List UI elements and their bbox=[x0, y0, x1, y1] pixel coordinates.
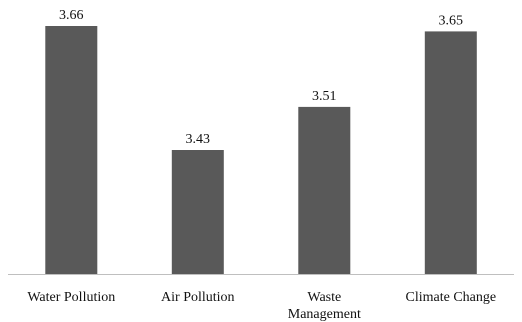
category-label-0: Water Pollution bbox=[27, 290, 115, 305]
value-labels-group: 3.66 3.43 3.51 3.65 bbox=[59, 8, 463, 147]
category-label-line: Air Pollution bbox=[161, 290, 235, 305]
category-label-line: Waste bbox=[307, 290, 341, 305]
category-label-line: Management bbox=[288, 307, 361, 322]
value-label-3: 3.65 bbox=[439, 13, 464, 28]
value-label-2: 3.51 bbox=[312, 89, 337, 104]
category-label-2: Waste Management bbox=[288, 290, 361, 322]
value-label-1: 3.43 bbox=[186, 132, 211, 147]
category-label-line: Water Pollution bbox=[27, 290, 115, 305]
category-labels-group: Water Pollution Air Pollution Waste Managem… bbox=[27, 290, 496, 322]
bar-0 bbox=[45, 26, 98, 274]
bar-1 bbox=[171, 150, 224, 274]
category-label-line: Climate Change bbox=[406, 290, 497, 305]
value-label-0: 3.66 bbox=[59, 8, 84, 23]
category-label-1: Air Pollution bbox=[161, 290, 235, 305]
bar-3 bbox=[424, 31, 477, 275]
category-label-3: Climate Change bbox=[406, 290, 497, 305]
bar-2 bbox=[298, 106, 351, 275]
bars-group bbox=[45, 26, 477, 275]
